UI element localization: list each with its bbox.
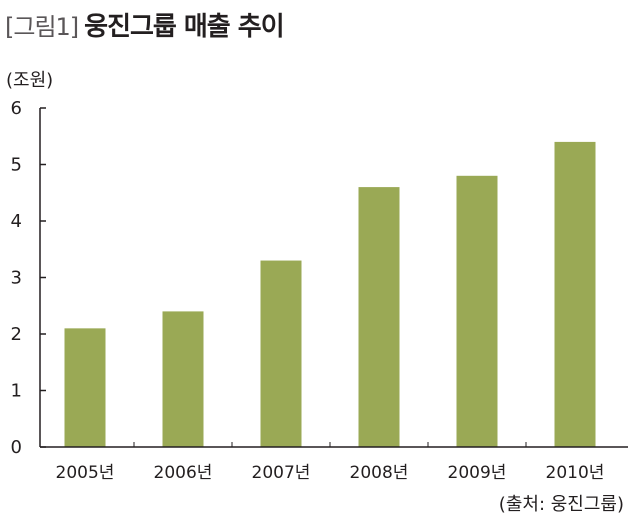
y-tick-label: 1 bbox=[11, 381, 22, 402]
bar-2010년 bbox=[554, 141, 596, 447]
figure-label: [그림1] bbox=[5, 13, 79, 41]
y-tick-label: 6 bbox=[11, 98, 22, 119]
x-category-label: 2005년 bbox=[56, 463, 115, 483]
axes-group bbox=[39, 108, 628, 448]
chart-title: 웅진그룹 매출 추이 bbox=[84, 12, 284, 42]
x-category-label: 2008년 bbox=[350, 463, 409, 483]
bar-2009년 bbox=[456, 175, 498, 448]
x-category-label: 2009년 bbox=[448, 463, 507, 483]
x-category-label: 2007년 bbox=[252, 463, 311, 483]
y-tick-label: 0 bbox=[11, 437, 22, 458]
y-axis-unit-label: (조원) bbox=[6, 70, 54, 91]
title-block: [그림1] 웅진그룹 매출 추이 bbox=[5, 6, 285, 43]
bar-2008년 bbox=[358, 187, 400, 447]
bar-2007년 bbox=[260, 260, 302, 447]
bar-2006년 bbox=[162, 311, 204, 447]
bars-group bbox=[64, 141, 596, 448]
source-note: (출처: 웅진그룹) bbox=[498, 494, 624, 515]
bar-2005년 bbox=[64, 328, 106, 447]
y-tick-label: 2 bbox=[11, 324, 22, 345]
y-tick-label: 5 bbox=[11, 155, 22, 176]
x-category-label: 2006년 bbox=[154, 463, 213, 483]
x-labels-group: 2005년 2006년 2007년 2008년 2009년 2010년 bbox=[56, 442, 605, 483]
y-ticks-group: 0 1 2 3 4 5 6 bbox=[11, 98, 46, 458]
y-tick-label: 3 bbox=[11, 268, 22, 289]
y-tick-label: 4 bbox=[11, 211, 22, 232]
x-category-label: 2010년 bbox=[546, 463, 605, 483]
